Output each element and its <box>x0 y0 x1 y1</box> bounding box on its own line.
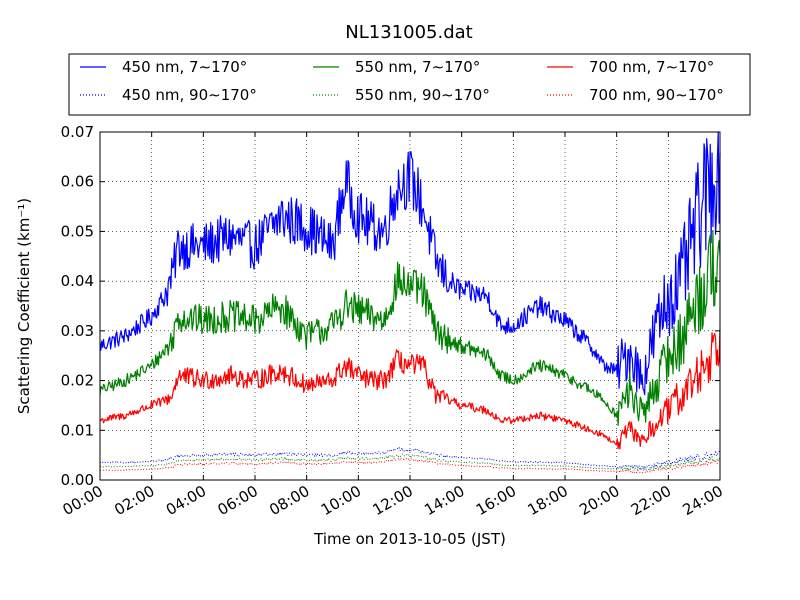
legend-label: 550 nm, 7∼170° <box>355 58 480 76</box>
series-line-5 <box>99 453 721 472</box>
plot-background <box>100 132 720 480</box>
series-layer <box>99 131 721 474</box>
x-axis-label: Time on 2013-10-05 (JST) <box>313 530 506 548</box>
legend-box <box>68 53 751 116</box>
legend-label: 700 nm, 90∼170° <box>589 86 724 104</box>
legend-label: 450 nm, 7∼170° <box>122 58 247 76</box>
series-line-6 <box>99 457 721 474</box>
series-line-2 <box>99 229 721 427</box>
y-tick-label: 0.05 <box>61 222 94 240</box>
legend: 450 nm, 7∼170° 550 nm, 7∼170° 700 nm, 7∼17… <box>68 53 751 116</box>
y-tick-label: 0.03 <box>61 322 94 340</box>
y-tick-label: 0.00 <box>61 471 94 489</box>
grid <box>100 132 720 480</box>
y-axis-label: Scattering Coefficient (km⁻¹) <box>15 198 33 414</box>
y-tick-label: 0.02 <box>61 372 94 390</box>
chart-title: NL131005.dat <box>345 22 472 43</box>
legend-label: 700 nm, 7∼170° <box>589 58 714 76</box>
series-line-1 <box>99 131 721 396</box>
y-tick-label: 0.04 <box>61 272 94 290</box>
legend-label: 550 nm, 90∼170° <box>355 86 490 104</box>
series-line-3 <box>99 328 721 450</box>
y-tick-label: 0.07 <box>61 123 94 141</box>
legend-label: 450 nm, 90∼170° <box>122 86 257 104</box>
y-tick-label: 0.06 <box>61 173 94 191</box>
y-tick-label: 0.01 <box>61 421 94 439</box>
